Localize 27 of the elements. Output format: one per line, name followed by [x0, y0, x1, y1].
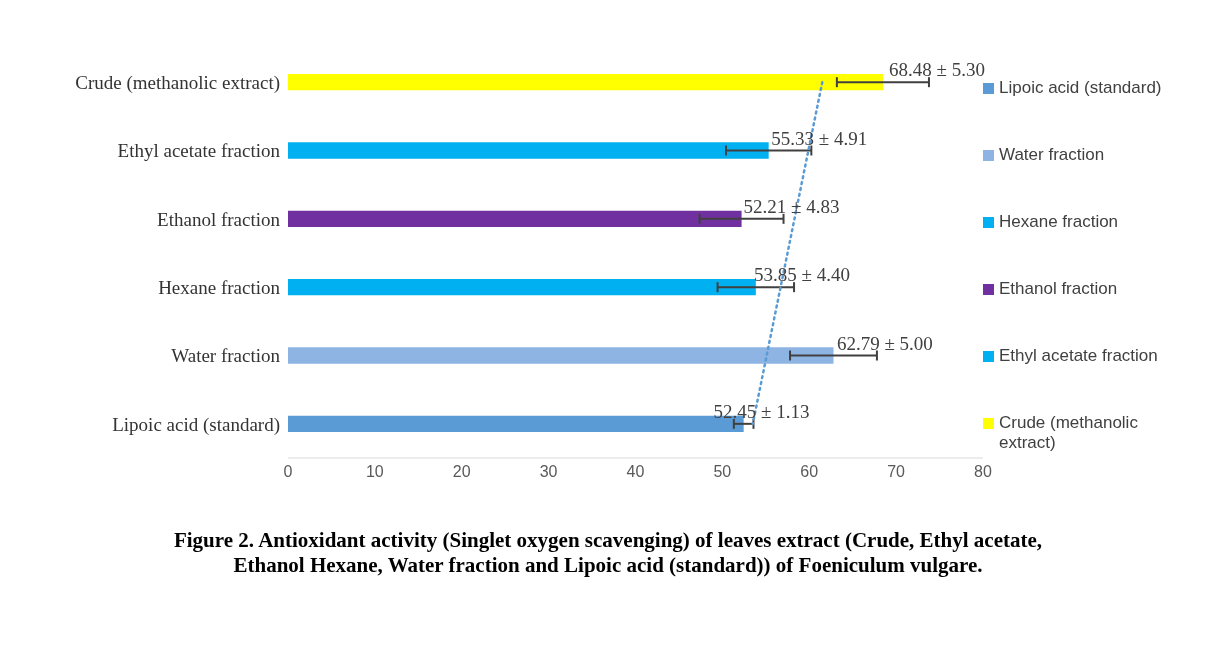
x-tick-label: 50: [713, 463, 732, 481]
x-tick-label: 60: [800, 463, 819, 481]
y-tick-label: Hexane fraction: [158, 276, 281, 298]
y-tick-label: Ethanol fraction: [157, 208, 281, 230]
x-tick-label: 30: [539, 463, 558, 481]
legend-label: Ethanol fraction: [999, 279, 1118, 299]
legend-label: Water fraction: [999, 145, 1105, 165]
x-tick-label: 40: [626, 463, 645, 481]
x-tick-label: 80: [974, 463, 992, 481]
data-label: 53.85 ± 4.40: [754, 264, 850, 286]
data-label: 62.79 ± 5.00: [836, 332, 933, 354]
legend-label: Ethyl acetate fraction: [999, 346, 1158, 366]
data-label: 55.33 ± 4.91: [771, 127, 868, 149]
x-tick-label: 0: [283, 463, 293, 481]
x-tick-label: 70: [887, 463, 906, 481]
y-tick-label: Water fraction: [171, 345, 281, 367]
y-tick-label: Crude (methanolic extract): [75, 71, 280, 94]
caption: Figure 2. Antioxidant activity (Singlet oxygen scavenging) of leaves extract (Crude, Ethyl acetate, Ethanol Hexane, Water fraction and Lipoic acid (standard)) of Foeniculum vulgare.: [172, 528, 1044, 578]
y-tick-label: Lipoic acid (standard): [112, 413, 280, 436]
legend-label: Lipoic acid (standard): [999, 78, 1162, 98]
y-tick-label: Ethyl acetate fraction: [117, 140, 281, 162]
legend-label: Crude (methanolic extract): [999, 413, 1139, 453]
x-tick-label: 20: [452, 463, 471, 481]
data-label: 68.48 ± 5.30: [888, 59, 985, 81]
data-label: 52.21 ± 4.83: [743, 196, 840, 218]
x-tick-label: 10: [365, 463, 384, 481]
legend-label: Hexane fraction: [999, 212, 1119, 232]
